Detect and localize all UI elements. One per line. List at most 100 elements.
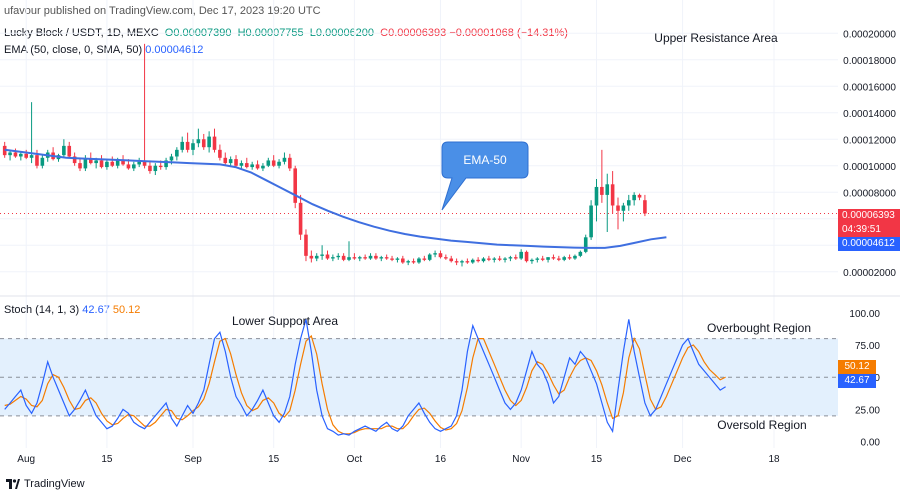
candle-body: [363, 257, 367, 259]
stoch-d-value: 50.12: [112, 304, 141, 316]
candle-body: [67, 145, 72, 157]
candle-body: [191, 143, 195, 150]
stoch-k-line: [4, 319, 726, 436]
candle-body: [551, 257, 556, 259]
stoch-legend-label: Stoch (14, 1, 3): [4, 304, 80, 316]
candle-body: [72, 156, 77, 164]
candle-body: [110, 161, 115, 166]
candle-body: [88, 159, 93, 164]
price-tick-label: 0.00010000: [843, 162, 896, 173]
candle-body: [94, 160, 98, 164]
candle-body: [212, 136, 217, 150]
candle-body: [325, 254, 330, 259]
candle-body: [610, 184, 615, 206]
candle-body: [234, 159, 238, 166]
candle-body: [454, 261, 459, 263]
time-tick-label: 18: [768, 454, 780, 465]
candle-body: [557, 258, 561, 260]
candle-body: [35, 155, 39, 166]
price-tick-label: 0.00018000: [843, 56, 896, 67]
candle-body: [433, 253, 437, 255]
candle-body: [218, 149, 222, 158]
osc-tick-label: 100.00: [849, 309, 880, 320]
candle-body: [175, 149, 179, 157]
candle-body: [438, 253, 443, 258]
candle-body: [8, 152, 12, 156]
candle-body: [196, 139, 201, 144]
candle-body: [288, 157, 292, 169]
candlestick-series: [2, 43, 647, 267]
candle-body: [228, 159, 233, 164]
candle-body: [524, 251, 529, 262]
tradingview-logo-icon: [6, 479, 20, 489]
candle-body: [573, 255, 577, 259]
candle-body: [304, 234, 308, 256]
candle-body: [503, 258, 507, 260]
candle-body: [277, 161, 281, 166]
candle-body: [250, 164, 254, 168]
candle-body: [422, 258, 427, 260]
osc-tick-label: 75.00: [855, 341, 880, 352]
candle-body: [105, 161, 109, 168]
candle-body: [164, 160, 168, 168]
candle-body: [465, 261, 470, 263]
candle-body: [589, 205, 593, 238]
candle-body: [497, 258, 502, 260]
time-tick-label: 15: [101, 454, 113, 465]
candle-body: [600, 186, 604, 195]
stoch-k-tag: 42.67: [838, 374, 876, 388]
candle-body: [427, 254, 432, 260]
candle-body: [148, 165, 152, 172]
time-axis-labels: Aug 15 Sep 15 Oct 16 Nov 15 Dec 18: [17, 454, 780, 465]
ema-legend: EMA (50, close, 0, SMA, 50) 0.00004612: [4, 44, 203, 56]
tradingview-footer[interactable]: TradingView: [6, 478, 85, 490]
candle-body: [282, 157, 287, 162]
candle-body: [460, 261, 464, 263]
price-gridlines: [0, 0, 900, 448]
candle-body: [298, 202, 303, 235]
price-tick-label: 0.00020000: [843, 29, 896, 40]
time-tick-label: Oct: [347, 454, 363, 465]
candle-body: [395, 258, 400, 260]
candle-body: [390, 258, 394, 260]
candle-body: [121, 160, 125, 165]
candle-body: [530, 259, 534, 262]
candle-body: [201, 139, 206, 148]
candle-body: [13, 152, 18, 157]
candle-body: [320, 254, 324, 256]
candle-body: [476, 259, 480, 262]
candle-body: [223, 157, 228, 164]
candle-body: [444, 257, 448, 259]
ema-callout-label: EMA-50: [463, 153, 507, 167]
candle-body: [481, 258, 486, 262]
price-tick-label: 0.00012000: [843, 135, 896, 146]
candle-body: [239, 163, 244, 166]
ema-legend-label: EMA (50, close, 0, SMA, 50): [4, 44, 143, 56]
stoch-legend: Stoch (14, 1, 3) 42.67 50.12: [4, 304, 140, 316]
candle-body: [535, 258, 540, 260]
price-tick-label: 0.00016000: [843, 82, 896, 93]
candle-body: [29, 155, 34, 158]
oversold-label: Oversold Region: [717, 418, 806, 432]
candle-body: [169, 156, 174, 161]
publish-info: ufavour published on TradingView.com, De…: [4, 5, 321, 17]
osc-tick-label: 25.00: [855, 405, 880, 416]
candle-body: [626, 200, 631, 206]
candle-body: [508, 257, 513, 259]
candle-body: [379, 257, 384, 259]
candle-body: [643, 200, 647, 214]
candle-body: [578, 251, 583, 256]
footer-brand: TradingView: [24, 478, 85, 490]
candle-body: [352, 257, 357, 259]
candle-body: [83, 159, 88, 169]
candle-body: [519, 251, 523, 259]
candle-body: [513, 257, 518, 259]
candle-body: [266, 160, 271, 166]
candle-body: [605, 184, 610, 195]
candle-body: [583, 237, 588, 252]
candle-body: [115, 160, 120, 166]
candle-body: [492, 258, 497, 260]
last-price-tag: 0.00006393: [838, 209, 900, 223]
candle-body: [411, 261, 416, 263]
